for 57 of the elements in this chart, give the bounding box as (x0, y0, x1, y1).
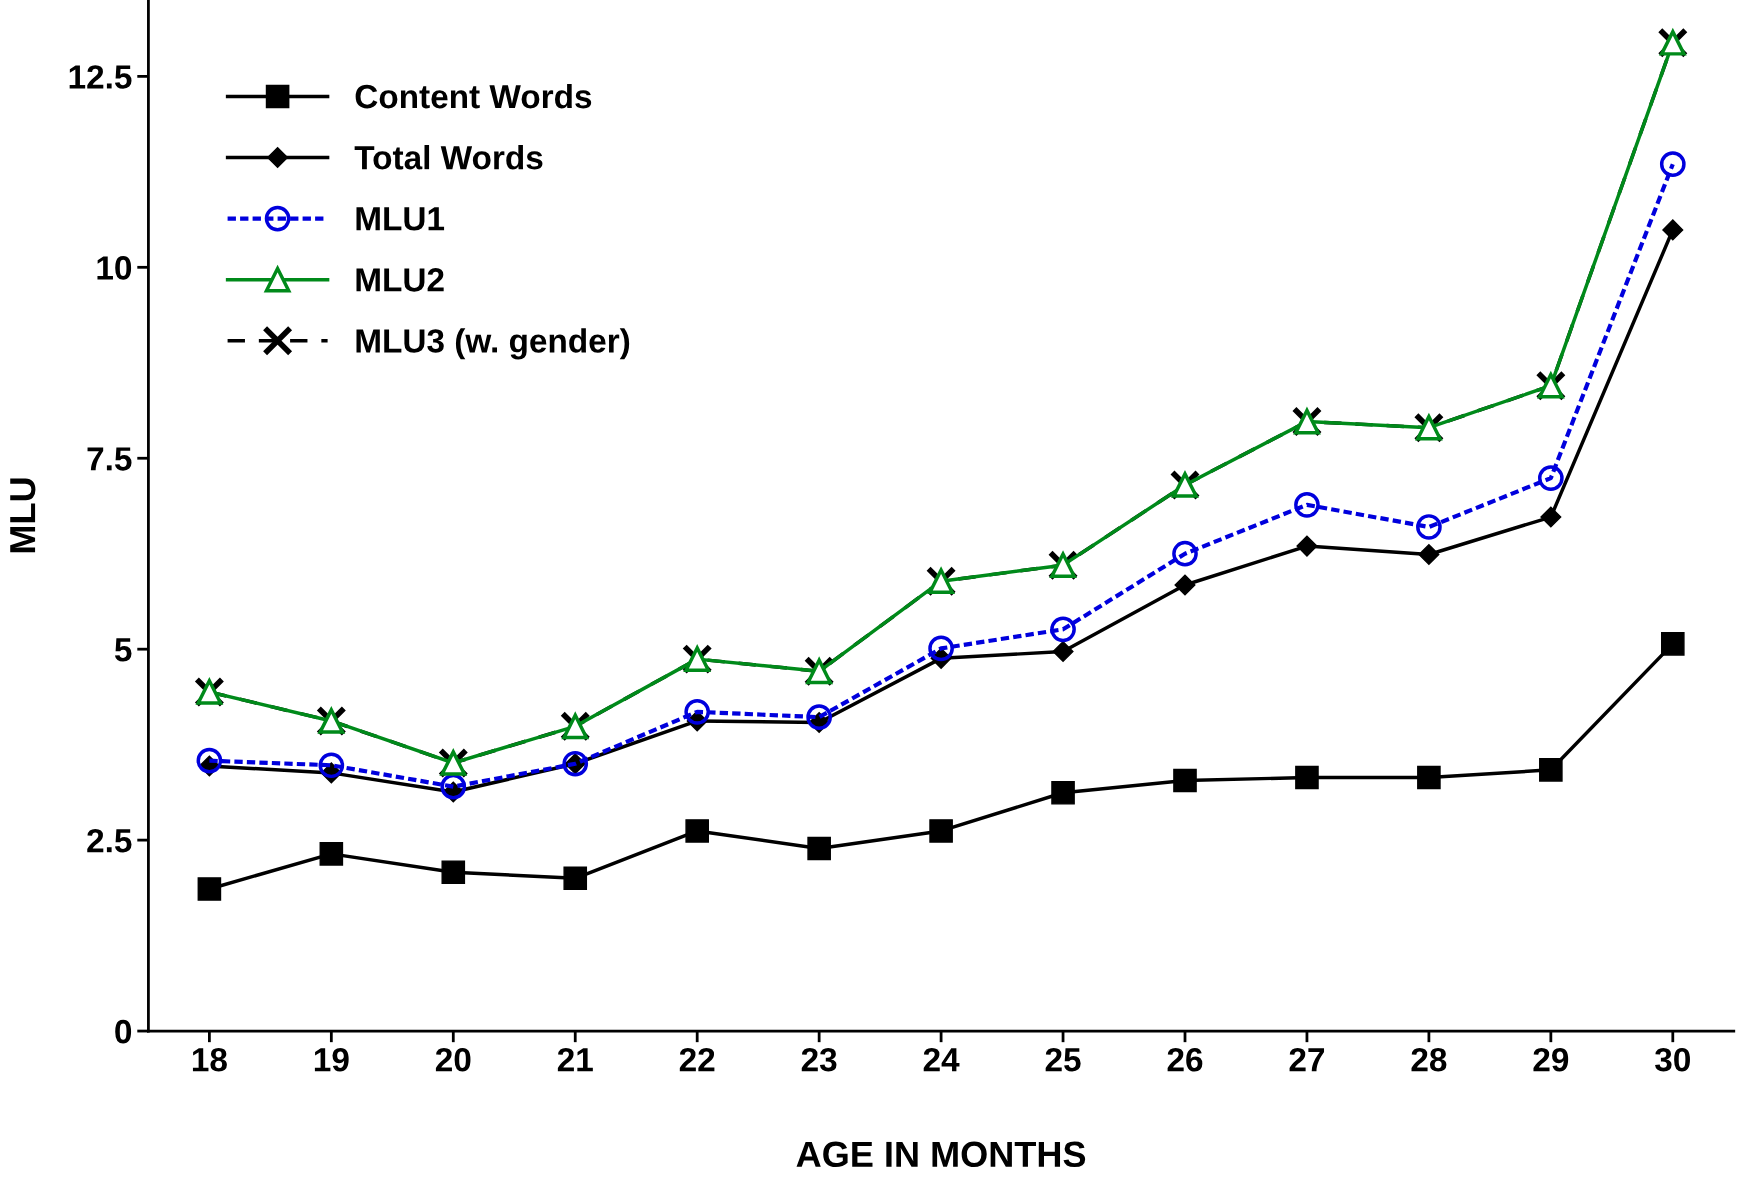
point (440, 773, 467, 800)
y-tick-label: 10 (97, 256, 132, 280)
point (1416, 514, 1442, 540)
legend-label: Total Words (354, 145, 543, 170)
point (1052, 640, 1074, 662)
x-tick-label: 26 (1167, 1047, 1203, 1072)
x-tick-label: 23 (801, 1047, 837, 1072)
x-tick-label: 27 (1289, 1047, 1325, 1072)
y-tick-label: 12.5 (69, 65, 132, 89)
point (318, 752, 345, 779)
point (684, 698, 711, 725)
legend-label: MLU1 (356, 207, 445, 231)
x-axis-title: AGE IN MONTHS (796, 1141, 1086, 1168)
point (563, 866, 588, 891)
point (807, 836, 831, 861)
point (1539, 758, 1563, 782)
point (1051, 780, 1075, 805)
legend-label: MLU3 (w. gender) (356, 328, 630, 360)
point (441, 860, 466, 884)
point (1295, 765, 1319, 790)
point (685, 819, 709, 843)
point (1174, 574, 1196, 596)
x-tick-label: 18 (192, 1047, 227, 1072)
point (1050, 616, 1076, 643)
point (1417, 765, 1441, 790)
y-tick-label: 2.5 (87, 828, 132, 853)
legend-label: MLU2 (356, 268, 444, 292)
x-tick-label: 28 (1411, 1047, 1447, 1072)
x-tick-label: 20 (435, 1047, 471, 1072)
point (806, 704, 832, 731)
x-tick-label: 22 (679, 1047, 715, 1072)
x-tick-label: 21 (557, 1047, 593, 1072)
point (1659, 151, 1686, 178)
point (319, 842, 344, 866)
x-tick-label: 29 (1533, 1047, 1569, 1072)
legend-label: Content Words (355, 83, 592, 109)
point (1662, 219, 1684, 241)
x-tick-label: 24 (923, 1047, 960, 1072)
point (928, 635, 954, 662)
y-tick-label: 7.5 (87, 447, 132, 471)
point (1660, 632, 1685, 656)
point (1172, 540, 1198, 567)
point (1173, 768, 1197, 793)
x-tick-label: 30 (1655, 1047, 1690, 1072)
x-tick-label: 19 (314, 1047, 349, 1072)
point (197, 877, 222, 901)
y-axis-title: MLU (10, 478, 36, 553)
point (1296, 535, 1318, 557)
point (1540, 506, 1562, 528)
point (196, 747, 223, 774)
point (929, 819, 953, 843)
point (1538, 465, 1564, 491)
x-tick-label: 25 (1045, 1047, 1081, 1072)
point (1294, 491, 1320, 518)
y-tick-label: 0 (115, 1019, 132, 1044)
y-tick-label: 5 (114, 638, 132, 662)
point (1418, 543, 1440, 565)
